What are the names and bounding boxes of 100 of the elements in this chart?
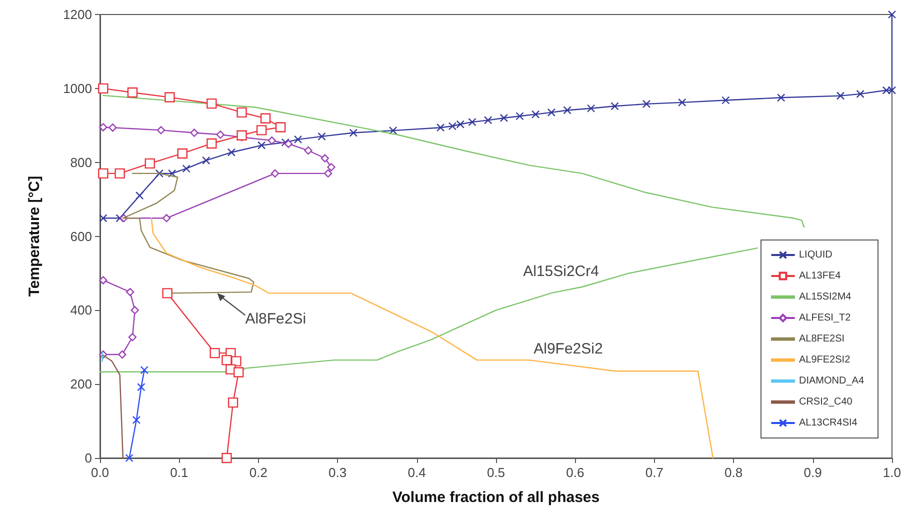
x-tick-label: 0.5 (486, 465, 506, 480)
point (257, 141, 266, 150)
point (206, 138, 217, 149)
annotation: Al8Fe2Si (245, 310, 306, 328)
x-axis-title: Volume fraction of all phases (392, 489, 600, 506)
x-tick-label: 0.0 (90, 465, 110, 480)
legend-label: AL9FE2SI2 (798, 354, 851, 366)
point (216, 130, 224, 139)
point (294, 135, 302, 144)
legend-label: AL8FE2SI (798, 334, 845, 344)
point (128, 333, 137, 342)
point (448, 122, 457, 130)
point (99, 214, 108, 222)
x-tick-label: 0.1 (170, 465, 188, 480)
legend-label: ALFESI_T2 (798, 312, 852, 324)
point (388, 126, 398, 135)
point (156, 126, 166, 134)
point (318, 132, 326, 141)
point (162, 214, 171, 222)
point (125, 454, 134, 462)
x-tick-label: 0.4 (408, 465, 426, 480)
point (236, 107, 247, 118)
x-tick-label: 0.9 (804, 465, 822, 480)
annotation: Al9Fe2Si2 (534, 340, 603, 358)
x-tick-label: 0.7 (645, 465, 664, 480)
x-tick-label: 0.8 (724, 465, 743, 480)
x-tick-label: 0.3 (328, 465, 347, 480)
point (436, 123, 445, 132)
point (182, 164, 190, 173)
point (136, 191, 144, 200)
point (116, 214, 124, 222)
point (144, 158, 155, 169)
point (233, 367, 244, 378)
point (500, 114, 508, 122)
y-tick-label: 800 (70, 154, 92, 170)
y-tick-label: 1000 (63, 80, 92, 96)
point (456, 120, 464, 128)
point (642, 100, 651, 108)
y-tick-label: 0 (84, 450, 92, 466)
point (190, 128, 198, 137)
legend-label: CRSI2_C40 (798, 396, 853, 408)
legend-label: AL13FE4 (798, 270, 842, 282)
point (678, 98, 686, 107)
x-tick-label: 0.6 (566, 465, 584, 480)
x-tick-label: 0.2 (249, 465, 268, 480)
point (327, 163, 336, 172)
point (210, 348, 220, 358)
legend-label: DIAMOND_A4 (798, 376, 864, 386)
point (260, 113, 271, 124)
point (516, 112, 524, 120)
point (202, 156, 210, 165)
point (168, 169, 176, 178)
point (304, 146, 312, 155)
point (563, 106, 572, 114)
point (231, 356, 242, 366)
point (140, 366, 148, 374)
point (882, 86, 891, 94)
point (888, 10, 896, 19)
point (98, 168, 108, 179)
point (227, 148, 236, 156)
point (132, 416, 141, 424)
point (164, 92, 175, 102)
point (484, 116, 492, 124)
y-tick-label: 1200 (63, 7, 92, 22)
point (856, 90, 864, 98)
point (320, 154, 330, 162)
point (324, 169, 332, 178)
point (284, 140, 293, 148)
point (236, 130, 247, 140)
y-tick-label: 400 (70, 302, 92, 318)
point (155, 169, 164, 178)
point (127, 87, 138, 98)
point (222, 452, 232, 464)
point (468, 118, 476, 126)
point (836, 92, 845, 100)
point (118, 350, 126, 359)
point (99, 123, 108, 132)
point (270, 169, 280, 178)
point (610, 102, 619, 110)
point (206, 98, 217, 109)
y-tick-label: 200 (70, 376, 92, 392)
point (177, 148, 188, 159)
annotation: Al15Si2Cr4 (523, 263, 599, 280)
point (126, 288, 134, 296)
point (108, 123, 117, 132)
point (531, 110, 540, 118)
point (888, 86, 896, 94)
legend-label: AL13CR4SI4 (798, 418, 858, 428)
legend-label: LIQUID (798, 250, 832, 260)
point (722, 96, 730, 104)
point (586, 104, 596, 112)
x-tick-label: 1.0 (882, 465, 902, 480)
point (228, 397, 238, 408)
point (99, 276, 108, 284)
point (268, 136, 276, 145)
y-tick-label: 600 (70, 228, 92, 244)
point (137, 382, 146, 392)
line-series (150, 218, 714, 459)
point (256, 125, 267, 136)
point (776, 94, 786, 102)
